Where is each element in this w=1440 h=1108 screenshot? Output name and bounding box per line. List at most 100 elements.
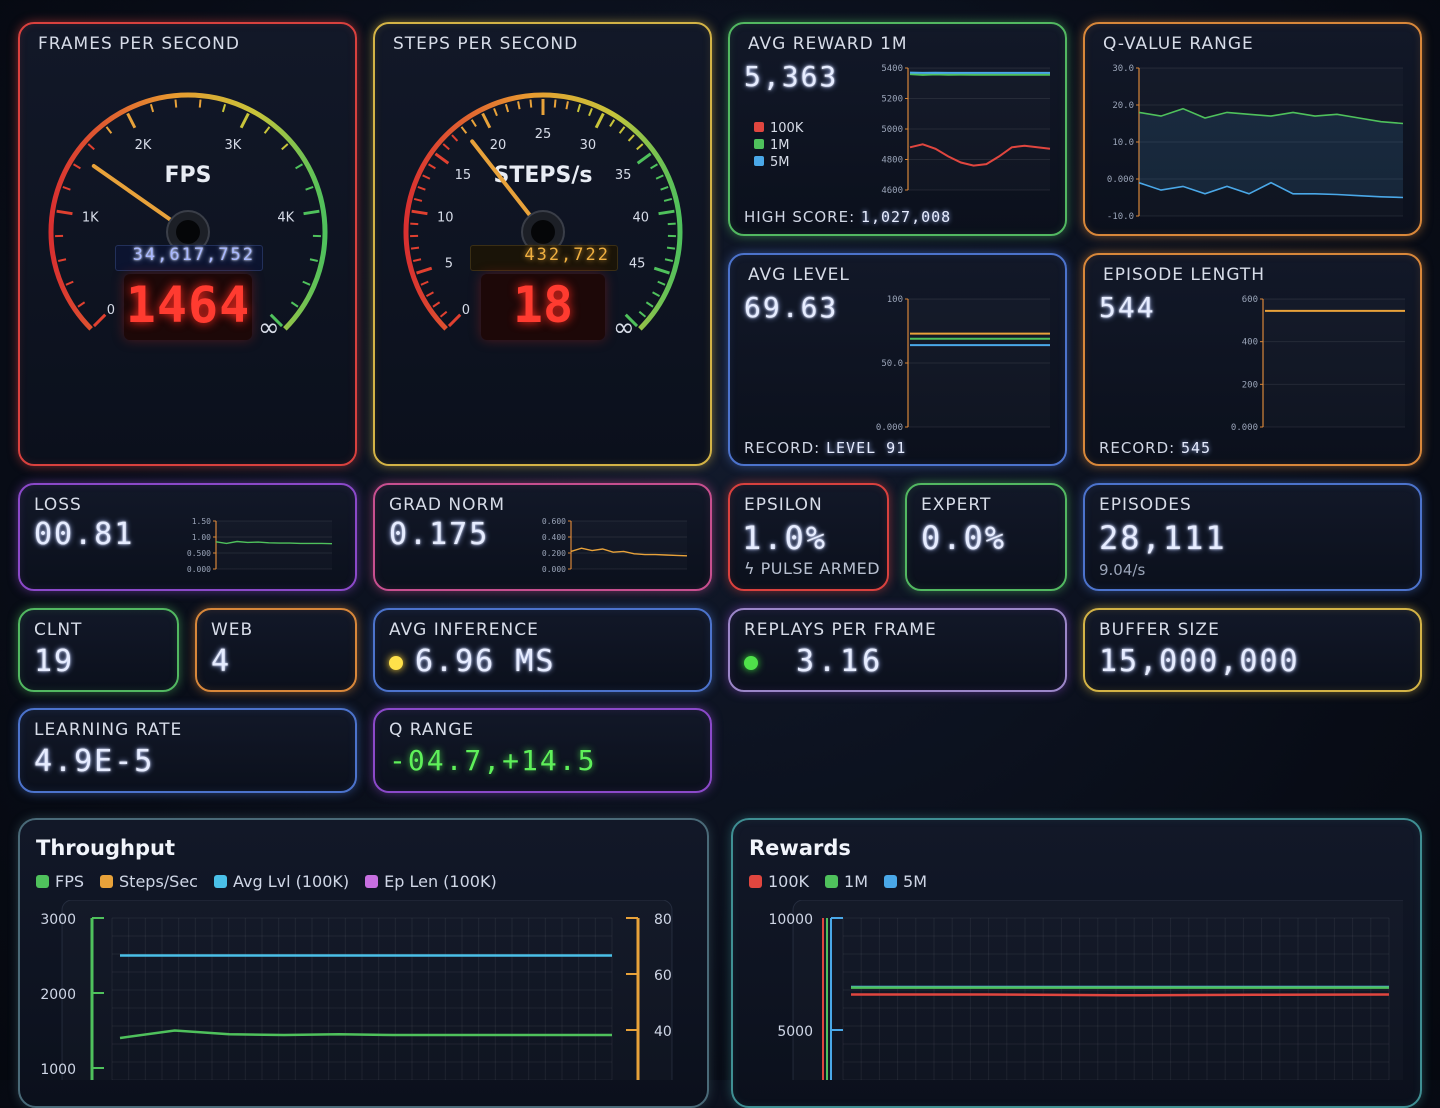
fps-title: FRAMES PER SECOND <box>38 34 240 54</box>
gauge-tick <box>291 302 298 306</box>
throughput-panel: Throughput FPS Steps/Sec Avg Lvl (100K) … <box>18 818 709 1108</box>
chart-tick-label: 0.000 <box>1231 423 1258 433</box>
legend-5m-label: 5M <box>903 872 927 891</box>
gauge-tick <box>443 144 449 149</box>
y-right-tick-label: 40 <box>654 1024 672 1040</box>
legend-1m-label: 1M <box>770 138 790 153</box>
gauge-tick <box>518 101 519 109</box>
chart-tick-label: 4600 <box>881 186 903 196</box>
gauge-tick-label: ∞ <box>258 313 280 343</box>
clnt-value: 19 <box>34 644 74 679</box>
gauge-tick <box>638 154 651 163</box>
gauge-tick-label: 25 <box>535 127 552 142</box>
legend-1m[interactable]: 1M <box>825 872 868 891</box>
gauge-tick <box>651 164 658 168</box>
legend-ep-len[interactable]: Ep Len (100K) <box>365 872 497 891</box>
gauge-tick <box>435 154 448 163</box>
chart-tick-label: 5400 <box>881 64 903 74</box>
gauge-tick <box>637 144 643 149</box>
gauge-tick <box>566 101 567 109</box>
legend-100k[interactable]: 100K <box>749 872 809 891</box>
web-value: 4 <box>211 644 231 679</box>
buffer-value: 15,000,000 <box>1099 644 1300 679</box>
episodes-card: EPISODES 28,111 9.04/s <box>1083 483 1422 591</box>
gauge-tick <box>596 113 603 127</box>
avg-inference-title: AVG INFERENCE <box>389 620 539 640</box>
grad-norm-title: GRAD NORM <box>389 495 505 515</box>
eplen-record: RECORD: 545 <box>1099 439 1211 457</box>
gauge-tick <box>653 292 660 296</box>
gauge-tick <box>433 302 440 306</box>
rewards-legend: 100K 1M 5M <box>749 872 927 891</box>
gauge-tick <box>589 108 592 115</box>
gauge-tick <box>58 259 66 261</box>
gauge-tick <box>472 120 476 127</box>
legend-avg-lvl[interactable]: Avg Lvl (100K) <box>214 872 349 891</box>
gauge-tick <box>151 104 153 112</box>
epsilon-value: 1.0% <box>742 519 827 557</box>
gauge-tick-label: 40 <box>633 211 650 226</box>
gauge-tick <box>639 312 645 317</box>
legend-fps[interactable]: FPS <box>36 872 84 891</box>
replays-title: REPLAYS PER FRAME <box>744 620 937 640</box>
gauge-tick-label: ∞ <box>613 313 635 343</box>
status-dot-icon <box>744 656 758 670</box>
chart-tick-label: 400 <box>1242 338 1258 348</box>
avg-reward-title: AVG REWARD 1M <box>748 34 908 54</box>
legend-ep-len-label: Ep Len (100K) <box>384 872 497 891</box>
gauge-tick-label: 45 <box>629 257 646 272</box>
legend-steps[interactable]: Steps/Sec <box>100 872 198 891</box>
gauge-tick <box>658 282 665 285</box>
gauge-tick <box>646 302 653 306</box>
sps-total-value: 432,722 <box>470 245 610 265</box>
avg-level-title: AVG LEVEL <box>748 265 850 285</box>
chart-tick-label: 0.000 <box>876 423 903 433</box>
pulse-armed-label: PULSE ARMED <box>761 559 880 578</box>
epsilon-card: EPSILON 1.0% ϟ PULSE ARMED <box>728 483 889 591</box>
q-range-title: Q RANGE <box>389 720 474 740</box>
legend-5m[interactable]: 5M <box>884 872 927 891</box>
gauge-tick <box>310 259 318 261</box>
gauge-tick <box>418 187 426 190</box>
gauge-tick-label: 15 <box>455 168 472 183</box>
gauge-tick <box>578 104 580 112</box>
throughput-title: Throughput <box>36 836 175 860</box>
gauge-tick <box>620 127 625 133</box>
learning-rate-value: 4.9E-5 <box>34 744 154 779</box>
gauge-tick-label: 35 <box>615 168 632 183</box>
y-left-tick-label: 3000 <box>40 912 76 928</box>
gauge-tick <box>530 100 531 108</box>
gauge-tick-label: 4K <box>277 211 294 226</box>
grad-norm-value: 0.175 <box>389 517 489 552</box>
gauge-tick <box>94 315 105 326</box>
gauge-tick <box>412 211 428 214</box>
expert-card: EXPERT 0.0% <box>905 483 1067 591</box>
q-range-card: Q RANGE -04.7,+14.5 <box>373 708 712 793</box>
y-right-tick-label: 60 <box>654 968 672 984</box>
chart-tick-label: 200 <box>1242 380 1258 390</box>
legend-1m: 1M <box>754 137 803 154</box>
legend-fps-label: FPS <box>55 872 84 891</box>
gauge-tick <box>441 312 447 317</box>
gauge-tick <box>63 187 71 190</box>
episodes-value: 28,111 <box>1099 519 1227 557</box>
learning-rate-title: LEARNING RATE <box>34 720 182 740</box>
epsilon-title: EPSILON <box>744 495 823 515</box>
gauge-tick-label: 10 <box>437 211 454 226</box>
gauge-tick <box>452 135 457 141</box>
gauge-tick <box>223 104 225 112</box>
gauge-tick <box>506 104 508 112</box>
throughput-legend: FPS Steps/Sec Avg Lvl (100K) Ep Len (100… <box>36 872 497 891</box>
gauge-tick <box>303 282 310 285</box>
gauge-tick-label: 3K <box>225 138 242 153</box>
y-right-tick-label: 80 <box>654 912 672 928</box>
chart-tick-label: 1.50 <box>192 517 211 526</box>
gauge-tick <box>200 100 201 108</box>
q-range-value: -04.7,+14.5 <box>389 744 596 777</box>
high-score: HIGH SCORE: 1,027,008 <box>744 208 951 226</box>
